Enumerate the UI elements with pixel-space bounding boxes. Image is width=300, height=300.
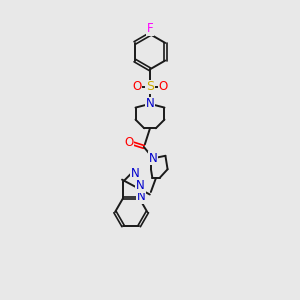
- Text: N: N: [130, 167, 139, 180]
- Text: O: O: [124, 136, 133, 149]
- Text: N: N: [149, 152, 158, 165]
- Text: N: N: [136, 190, 145, 203]
- Text: S: S: [146, 80, 154, 93]
- Text: O: O: [159, 80, 168, 93]
- Text: N: N: [146, 98, 154, 110]
- Text: F: F: [147, 22, 153, 35]
- Text: N: N: [136, 179, 145, 192]
- Text: O: O: [132, 80, 141, 93]
